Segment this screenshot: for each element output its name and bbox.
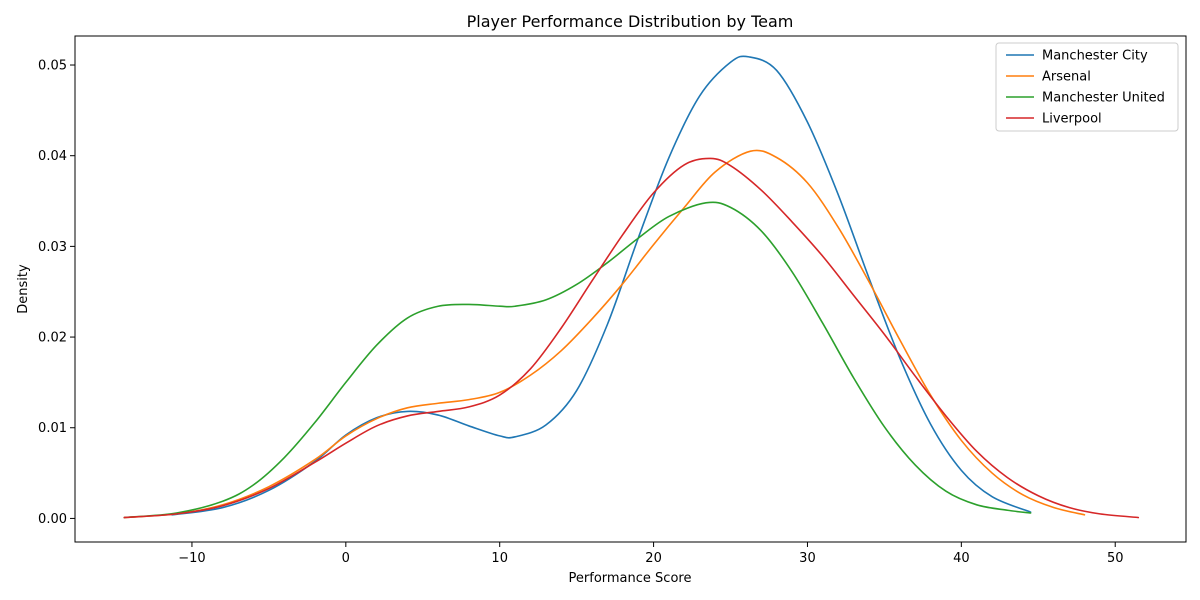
y-tick-label: 0.01 bbox=[38, 421, 67, 436]
x-tick-label: −10 bbox=[178, 551, 205, 566]
plot-frame bbox=[74, 35, 1187, 543]
x-axis-title: Performance Score bbox=[569, 571, 692, 586]
legend: Manchester City Arsenal Manchester United L… bbox=[995, 42, 1179, 132]
x-tick-label: 30 bbox=[799, 551, 816, 566]
series-line-liverpool bbox=[123, 157, 1140, 519]
legend-label: Arsenal bbox=[1042, 70, 1091, 85]
y-axis-title: Density bbox=[16, 264, 31, 314]
x-tick-label: 0 bbox=[342, 551, 350, 566]
y-axis: 0.00 0.01 0.02 0.03 0.04 0.05 bbox=[38, 59, 75, 527]
legend-label: Liverpool bbox=[1042, 112, 1102, 127]
y-tick-label: 0.03 bbox=[38, 240, 67, 255]
y-tick-label: 0.00 bbox=[38, 512, 67, 527]
legend-label: Manchester City bbox=[1042, 49, 1148, 64]
y-tick-label: 0.05 bbox=[38, 59, 67, 74]
series-line-manchester-united bbox=[123, 201, 1032, 519]
x-tick-label: 50 bbox=[1107, 551, 1124, 566]
series-line-manchester-city bbox=[171, 55, 1032, 516]
legend-box bbox=[995, 42, 1179, 132]
x-tick-label: 40 bbox=[953, 551, 970, 566]
y-tick-label: 0.04 bbox=[38, 149, 67, 164]
series-layer bbox=[123, 55, 1140, 519]
x-tick-label: 10 bbox=[491, 551, 508, 566]
x-tick-label: 20 bbox=[645, 551, 662, 566]
legend-label: Manchester United bbox=[1042, 91, 1165, 106]
y-tick-label: 0.02 bbox=[38, 331, 67, 346]
x-axis: −10 0 10 20 30 40 50 bbox=[178, 542, 1123, 566]
chart-title: Player Performance Distribution by Team bbox=[467, 12, 794, 31]
